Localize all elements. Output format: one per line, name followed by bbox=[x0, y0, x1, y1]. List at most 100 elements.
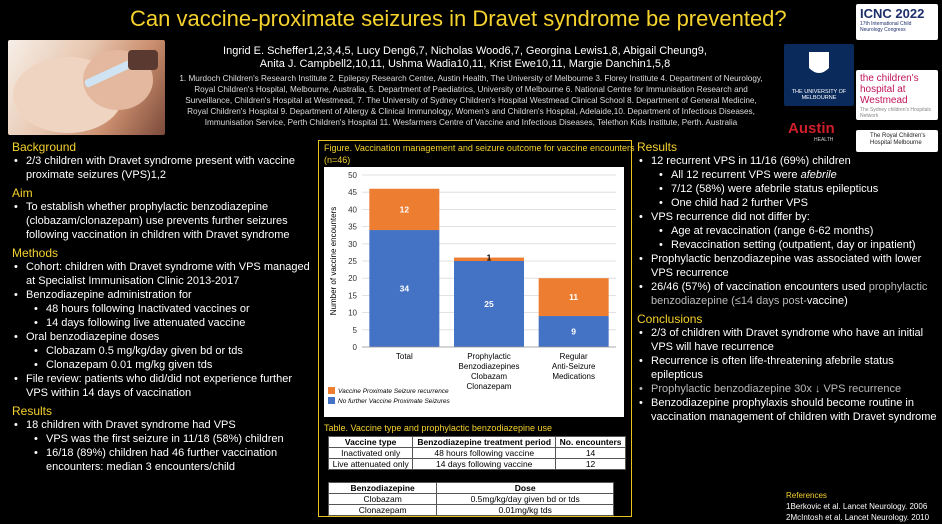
y-tick-label: 30 bbox=[348, 240, 357, 249]
y-tick-label: 35 bbox=[348, 223, 357, 232]
y-tick-label: 0 bbox=[353, 343, 358, 352]
methods-bullet: Oral benzodiazepine doses bbox=[12, 330, 314, 344]
x-tick-label: Medications bbox=[552, 372, 595, 381]
results-subbullet: One child had 2 further VPS bbox=[637, 196, 937, 210]
table-row: Live attenuated only 14 days following v… bbox=[327, 458, 626, 470]
table-row: Clonazepam 0.01mg/kg tds bbox=[327, 504, 614, 516]
x-tick-label: Benzodiazepines bbox=[459, 362, 520, 371]
y-tick-label: 20 bbox=[348, 274, 357, 283]
results-subbullet: 7/12 (58%) were afebrile status epilepti… bbox=[637, 182, 937, 196]
results-subbullet: VPS was the first seizure in 11/18 (58%)… bbox=[12, 432, 314, 446]
x-tick-label: Anti-Seizure bbox=[552, 362, 596, 371]
results-heading: Results bbox=[12, 404, 53, 418]
table-cell: 12 bbox=[555, 458, 626, 470]
background-bullet: 2/3 children with Dravet syndrome presen… bbox=[12, 154, 314, 182]
data-label: 9 bbox=[571, 327, 576, 337]
background-heading: Background bbox=[12, 140, 77, 154]
data-label: 25 bbox=[484, 299, 494, 309]
y-tick-label: 5 bbox=[353, 326, 358, 335]
table-cell: Clonazepam bbox=[327, 504, 438, 516]
data-label: 1 bbox=[487, 253, 492, 263]
y-tick-label: 15 bbox=[348, 291, 357, 300]
bar-segment bbox=[538, 316, 609, 347]
y-axis-label: Number of vaccine encounters bbox=[329, 207, 338, 316]
methods-bullet: File review: patients who did/did not ex… bbox=[12, 372, 314, 400]
x-tick-label: Total bbox=[396, 352, 413, 361]
data-label: 11 bbox=[569, 292, 578, 302]
bar-segment bbox=[538, 278, 609, 317]
chart-area: 0 5 10 15 20 25 30 35 40 45 50 Number of vaccine en… bbox=[324, 167, 624, 417]
royal-childrens-hospital-logo: The Royal Children's Hospital Melbourne bbox=[856, 130, 938, 152]
conclusion-bullet: Prophylactic benzodiazepine 30x ↓ VPS re… bbox=[637, 382, 937, 396]
legend-label: No further Vaccine Proximate Seizures bbox=[338, 398, 451, 405]
affiliations: 1. Murdoch Children's Research Institute… bbox=[179, 74, 763, 127]
table-header: Benzodiazepine treatment period bbox=[412, 436, 557, 448]
authors-line-1: Ingrid E. Scheffer1,2,3,4,5, Lucy Deng6,… bbox=[223, 45, 707, 57]
references-heading: References bbox=[786, 491, 827, 500]
table-title: Table. Vaccine type and prophylactic ben… bbox=[324, 423, 552, 433]
y-tick-label: 50 bbox=[348, 171, 357, 180]
authors-line-2: Anita J. Campbell2,10,11, Ushma Wadia10,… bbox=[259, 58, 671, 70]
table-cell: 0.01mg/kg tds bbox=[436, 504, 614, 516]
results-bullet: 12 recurrent VPS in 11/16 (69%) children bbox=[637, 154, 937, 168]
methods-bullet: Cohort: children with Dravet syndrome wi… bbox=[12, 260, 314, 288]
results-subbullet: Age at revaccination (range 6-62 months) bbox=[637, 224, 937, 238]
results-bullet: 26/46 (57%) of vaccination encounters us… bbox=[637, 280, 937, 308]
vaccination-photo bbox=[8, 40, 165, 135]
bar-segment bbox=[454, 261, 524, 347]
results-subbullet: Revaccination setting (outpatient, day o… bbox=[637, 238, 937, 252]
legend-swatch bbox=[328, 387, 335, 394]
table-row: Clobazam 0.5mg/kg/day given bd or tds bbox=[327, 493, 614, 505]
results-bullet: 18 children with Dravet syndrome had VPS bbox=[12, 418, 314, 432]
table-header: No. encounters bbox=[555, 436, 626, 448]
x-tick-label: Clobazam bbox=[471, 372, 507, 381]
methods-subbullet: Clonazepam 0.01 mg/kg given tds bbox=[12, 358, 314, 372]
results-bullet: Prophylactic benzodiazepine was associat… bbox=[637, 252, 937, 280]
reference-1: 1Berkovic et al. Lancet Neurology. 2006 bbox=[786, 502, 928, 511]
bar-segment bbox=[454, 257, 524, 261]
conclusion-bullet: Benzodiazepine prophylaxis should become… bbox=[637, 396, 937, 424]
results-subbullet: All 12 recurrent VPS were afebrile bbox=[637, 168, 937, 182]
data-label: 34 bbox=[400, 284, 410, 294]
y-tick-label: 40 bbox=[348, 205, 357, 214]
aim-heading: Aim bbox=[12, 186, 33, 200]
data-label: 12 bbox=[400, 204, 410, 214]
bar-segment bbox=[369, 188, 440, 231]
table-header: Dose bbox=[436, 482, 614, 494]
results-subbullet: 16/18 (89%) children had 46 further vacc… bbox=[12, 446, 314, 474]
methods-subbullet: 14 days following live attenuated vaccin… bbox=[12, 316, 314, 330]
figure-title: Figure. Vaccination management and seizu… bbox=[324, 143, 635, 153]
methods-subbullet: Clobazam 0.5 mg/kg/day given bd or tds bbox=[12, 344, 314, 358]
vaccine-type-table: Vaccine type Benzodiazepine treatment pe… bbox=[327, 436, 626, 470]
figure-title-n: (n=46) bbox=[324, 155, 351, 165]
icnc-logo: ICNC 2022 17th International Child Neuro… bbox=[856, 4, 938, 40]
y-tick-label: 10 bbox=[348, 309, 357, 318]
conclusion-bullet: Recurrence is often life-threatening afe… bbox=[637, 354, 937, 382]
table-cell: 48 hours following vaccine bbox=[412, 447, 557, 459]
left-column: Background 2/3 children with Dravet synd… bbox=[12, 140, 314, 474]
results-bullet: VPS recurrence did not differ by: bbox=[637, 210, 937, 224]
legend-swatch bbox=[328, 397, 335, 404]
stacked-bar-chart: 0 5 10 15 20 25 30 35 40 45 50 Number of vaccine en… bbox=[328, 171, 616, 405]
legend-label: Vaccine Proximate Seizure recurrence bbox=[338, 388, 449, 395]
table-cell: Live attenuated only bbox=[327, 458, 414, 470]
table-cell: Clobazam bbox=[327, 493, 438, 505]
bar-segment bbox=[369, 230, 440, 347]
table-cell: Inactivated only bbox=[327, 447, 414, 459]
results-heading: Results bbox=[637, 140, 678, 154]
table-row: Inactivated only 48 hours following vacc… bbox=[327, 447, 626, 459]
table-cell: 0.5mg/kg/day given bd or tds bbox=[436, 493, 614, 505]
references: References 1Berkovic et al. Lancet Neuro… bbox=[786, 490, 938, 523]
methods-subbullet: 48 hours following Inactivated vaccines … bbox=[12, 302, 314, 316]
melbourne-logo: THE UNIVERSITY OF MELBOURNE bbox=[784, 44, 854, 106]
conclusions-heading: Conclusions bbox=[637, 312, 703, 326]
x-tick-label: Clonazepam bbox=[467, 382, 512, 391]
table-cell: 14 days following vaccine bbox=[412, 458, 557, 470]
benzodiazepine-dose-table: Benzodiazepine Dose Clobazam 0.5mg/kg/da… bbox=[327, 482, 614, 516]
table-header: Vaccine type bbox=[327, 436, 414, 448]
childrens-hospital-westmead-logo: the children's hospital at Westmead The … bbox=[856, 70, 938, 120]
poster-title: Can vaccine-proximate seizures in Dravet… bbox=[130, 6, 787, 31]
right-column: Results 12 recurrent VPS in 11/16 (69%) … bbox=[637, 140, 937, 424]
y-tick-label: 25 bbox=[348, 257, 357, 266]
table-header: Benzodiazepine bbox=[327, 482, 438, 494]
